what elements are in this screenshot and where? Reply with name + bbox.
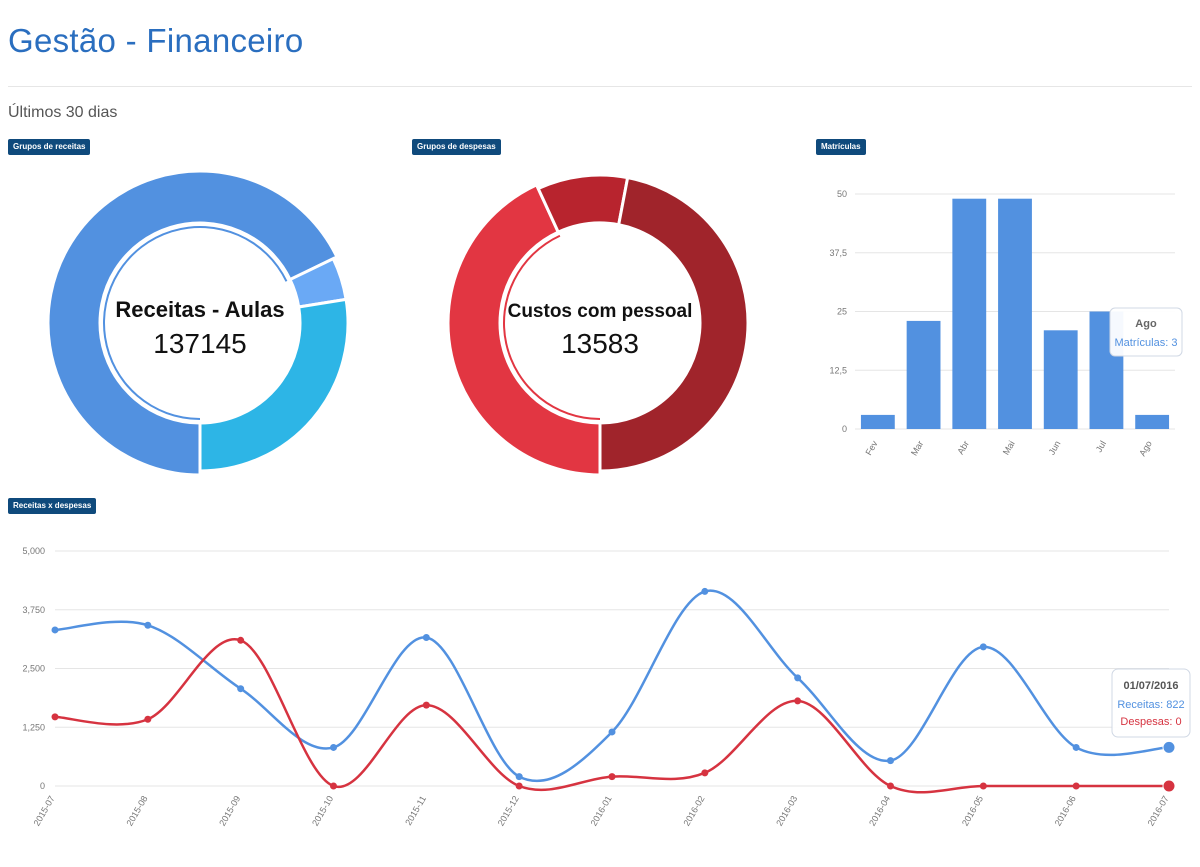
x-tick-label: Jul — [1094, 439, 1108, 454]
y-tick-label: 5,000 — [22, 546, 45, 556]
x-tick-label: 2015-11 — [403, 794, 428, 827]
y-tick-label: 12,5 — [829, 365, 847, 375]
despesas-point — [887, 782, 894, 790]
tooltip-row: Despesas: 0 — [1120, 716, 1181, 728]
x-tick-label: Mar — [909, 439, 925, 457]
donut-slice — [598, 175, 750, 473]
matriculas-badge: Matrículas — [816, 139, 866, 155]
tooltip-box — [1111, 668, 1191, 738]
tooltip-series-label: Matrículas — [1115, 337, 1166, 349]
despesas-point — [51, 713, 59, 721]
receitas-point — [794, 674, 802, 682]
x-tick-label: 2016-04 — [867, 794, 892, 828]
x-tick-label: 2015-12 — [496, 794, 521, 828]
page-subtitle: Últimos 30 dias — [8, 104, 118, 121]
x-tick-label: 2015-10 — [310, 794, 335, 828]
despesas-donut-chart: Custos com pessoal 13583 — [446, 173, 750, 477]
donut-slice — [446, 182, 602, 477]
x-tick-label: Mai — [1001, 439, 1017, 457]
page-title: Gestão - Financeiro — [8, 22, 304, 59]
y-tick-label: 25 — [837, 307, 847, 317]
donut-center-value: 13583 — [561, 328, 639, 359]
bar — [998, 198, 1032, 429]
receitas-point — [1162, 740, 1176, 754]
receitas-point — [887, 757, 894, 765]
y-tick-label: 37,5 — [829, 248, 847, 258]
despesas-badge: Grupos de despesas — [412, 139, 501, 155]
bar — [1135, 414, 1170, 429]
receitas-despesas-badge: Receitas x despesas — [8, 498, 97, 514]
tooltip-row: Receitas: 822 — [1117, 699, 1184, 711]
receitas-point — [515, 773, 523, 781]
x-tick-label: Fev — [863, 439, 879, 457]
bar — [906, 320, 941, 429]
donut-slice — [198, 297, 350, 473]
despesas-point — [979, 782, 987, 790]
tooltip-separator: : — [1165, 337, 1171, 349]
despesas-point — [608, 773, 616, 781]
donut-center-label: Receitas - Aulas — [115, 297, 284, 322]
x-tick-label: 2016-06 — [1053, 794, 1078, 828]
donut-center-label: Custos com pessoal — [508, 301, 693, 322]
x-tick-label: Jun — [1047, 439, 1063, 457]
donut-center-value: 137145 — [153, 328, 246, 359]
despesas-point — [515, 782, 523, 790]
x-tick-label: 2016-01 — [589, 794, 614, 828]
bar — [952, 198, 987, 429]
bar — [860, 414, 895, 429]
tooltip-title: 01/07/2016 — [1123, 680, 1178, 692]
despesas-point — [237, 636, 245, 644]
tooltip-title: Ago — [1135, 318, 1157, 330]
line-tooltip: 01/07/2016 Receitas: 822 Despesas: 0 — [1111, 668, 1191, 738]
title-divider — [8, 86, 1192, 87]
receitas-point — [330, 743, 337, 751]
receitas-point — [979, 643, 987, 651]
despesas-point — [330, 782, 337, 790]
despesas-point — [701, 769, 709, 777]
x-tick-label: Abr — [955, 439, 971, 456]
receitas-point — [608, 728, 616, 736]
receitas-despesas-line-chart: 0 1,250 2,500 3,750 5,000 2015-07 2015-08 2015-… — [22, 546, 1191, 828]
donut-slice — [46, 169, 339, 477]
tooltip-box — [1109, 307, 1183, 357]
x-tick-label: 2016-02 — [681, 794, 706, 828]
x-tick-label: 2016-05 — [960, 794, 985, 828]
receitas-point — [51, 626, 59, 634]
tooltip-value: Matrículas: 3 — [1115, 337, 1178, 349]
x-tick-label: 2015-09 — [217, 794, 242, 828]
x-tick-label: 2016-07 — [1146, 794, 1171, 828]
matriculas-bar-chart: 0 12,5 25 37,5 50 Fev Mar Abr Mai Jun Jul Ago Ago Mat… — [829, 189, 1183, 458]
y-tick-label: 0 — [40, 781, 45, 791]
x-tick-label: 2015-08 — [124, 794, 149, 828]
y-tick-label: 50 — [837, 189, 847, 199]
receitas-point — [1072, 743, 1080, 751]
receitas-point — [701, 587, 709, 595]
receitas-point — [144, 621, 152, 629]
x-tick-label: Ago — [1137, 439, 1154, 458]
despesas-point — [1072, 782, 1080, 790]
y-tick-label: 0 — [842, 424, 847, 434]
bar-tooltip: Ago Matrículas: 3 — [1109, 307, 1183, 357]
x-tick-label: 2016-03 — [774, 794, 799, 828]
receitas-badge: Grupos de receitas — [8, 139, 91, 155]
despesas-point — [144, 715, 152, 723]
receitas-point — [237, 685, 245, 693]
donut-slice-highlight-ring — [102, 226, 288, 420]
y-tick-label: 2,500 — [22, 664, 45, 674]
despesas-point — [1162, 779, 1176, 793]
y-tick-label: 1,250 — [22, 722, 45, 732]
despesas-point — [794, 697, 802, 705]
receitas-line — [54, 589, 1170, 783]
y-tick-label: 3,750 — [22, 605, 45, 615]
tooltip-series-value: 3 — [1171, 337, 1177, 349]
despesas-line — [54, 637, 1169, 794]
receitas-donut-chart: Receitas - Aulas 137145 — [46, 169, 350, 477]
x-tick-label: 2015-07 — [32, 794, 57, 828]
receitas-point — [422, 633, 430, 641]
bar — [1043, 330, 1078, 429]
despesas-point — [422, 701, 430, 709]
